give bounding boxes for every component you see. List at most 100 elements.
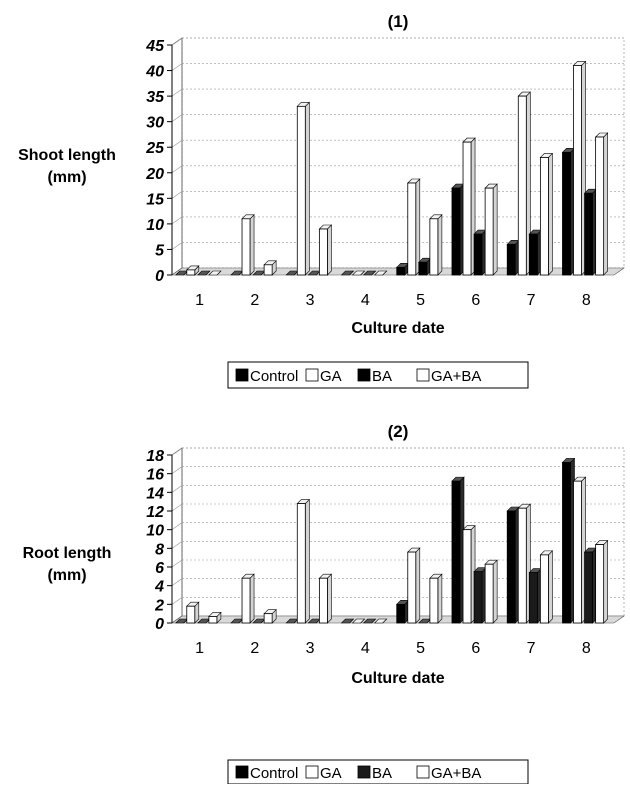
grid-line-side: [171, 114, 183, 122]
bar-control-day-6: [451, 476, 465, 624]
bar-front: [539, 157, 549, 276]
grid-line-side: [171, 522, 183, 530]
x-tick-label: 4: [361, 292, 370, 309]
bar-side: [437, 214, 443, 276]
bar-ga-day-8: [572, 476, 587, 624]
bar-side: [603, 539, 608, 624]
grid-line-side: [171, 503, 183, 512]
bar-control-day-7: [506, 506, 520, 624]
bar-ba-day-7: [528, 229, 543, 276]
bar-ga-ba-day-1: [208, 270, 222, 276]
x-tick-label: 5: [416, 640, 425, 657]
bar-side: [327, 224, 332, 276]
grid-line-side: [171, 466, 183, 474]
bar-front: [517, 95, 527, 276]
bar-control-day-8: [561, 457, 576, 624]
legend-label: GA+BA: [431, 765, 481, 782]
bar-front: [595, 136, 605, 276]
bar-ga-day-4: [351, 618, 366, 624]
bar-front: [539, 554, 549, 624]
bar-front: [407, 182, 417, 276]
bar-front: [208, 616, 218, 624]
bar-ba-day-4: [362, 618, 377, 624]
y-tick-label: 2: [154, 597, 164, 614]
bar-ba-day-8: [583, 188, 598, 276]
bar-top: [340, 270, 355, 276]
bar-front: [451, 480, 461, 624]
chart-title: (1): [388, 12, 409, 31]
bar-ga-ba-day-2: [263, 260, 277, 276]
bar-front: [506, 243, 516, 276]
bar-ga-ba-day-2: [263, 608, 277, 624]
bar-ga-day-3: [296, 498, 311, 624]
legend-label: Control: [250, 765, 298, 782]
y-tick-label: 4: [154, 579, 164, 596]
bar-front: [418, 261, 428, 276]
bar-side: [492, 183, 498, 276]
y-tick-label: 16: [146, 467, 164, 484]
bar-ga-day-4: [351, 270, 366, 276]
bar-ga-ba-day-5: [429, 214, 443, 276]
grid-line-side: [171, 165, 183, 174]
legend-swatch-ga: [305, 765, 319, 779]
y-tick-label: 10: [146, 217, 164, 234]
bar-ga-ba-day-5: [429, 573, 443, 624]
x-tick-label: 1: [195, 292, 204, 309]
legend-swatch-ba: [357, 765, 371, 779]
bar-front: [528, 572, 538, 624]
bar-ba-day-7: [528, 567, 543, 624]
bar-front: [296, 105, 306, 276]
legend-swatch-ga-ba: [416, 368, 430, 382]
y-tick-label: 25: [145, 140, 165, 157]
bar-front: [186, 605, 196, 624]
grid-line-side: [171, 559, 183, 568]
bar-front: [573, 480, 582, 624]
bar-front: [506, 510, 516, 624]
bar-top: [197, 270, 211, 276]
bar-ga-day-5: [407, 178, 421, 276]
bar-ga-ba-day-8: [594, 132, 609, 276]
bar-side: [415, 178, 421, 276]
y-tick-label: 20: [145, 166, 164, 183]
y-axis-label-line: Root length: [23, 545, 112, 562]
legend-swatch-ga-ba: [416, 765, 430, 779]
y-tick-label: 0: [155, 616, 164, 633]
x-tick-label: 6: [471, 640, 480, 657]
bar-ga-ba-day-6: [484, 183, 498, 276]
grid-line-side: [171, 63, 183, 71]
bar-ga-ba-day-6: [484, 559, 498, 624]
legend-frame: [227, 361, 529, 389]
bar-front: [484, 563, 494, 624]
x-tick-label: 8: [582, 640, 591, 657]
y-tick-label: 8: [155, 541, 164, 558]
bar-front: [451, 187, 461, 276]
x-tick-label: 1: [195, 640, 204, 657]
bar-top: [351, 618, 366, 624]
x-tick-label: 3: [306, 292, 315, 309]
x-tick-label: 6: [471, 292, 480, 309]
legend-swatch-control: [235, 765, 249, 779]
bar-side: [437, 573, 443, 624]
legend-frame: [227, 759, 529, 785]
y-axis-label: Shoot length (mm): [18, 147, 116, 186]
y-tick-label: 30: [146, 115, 164, 132]
y-axis-label: Root length (mm): [23, 545, 112, 584]
bar-ga-ba-day-7: [539, 152, 554, 276]
y-tick-label: 5: [155, 242, 165, 259]
bar-ba-day-8: [583, 547, 598, 624]
grid-line-side: [171, 191, 183, 199]
y-tick-label: 40: [145, 64, 164, 81]
bar-side: [304, 498, 310, 624]
plot-side-wall: [171, 447, 183, 624]
bar-ba-day-4: [362, 270, 377, 276]
y-tick-label: 14: [146, 485, 164, 502]
bar-control-day-5: [396, 599, 410, 624]
bar-ga-day-7: [517, 91, 532, 276]
y-tick-label: 12: [146, 504, 164, 521]
bar-front: [462, 141, 472, 276]
y-axis-label-line: (mm): [47, 169, 86, 186]
